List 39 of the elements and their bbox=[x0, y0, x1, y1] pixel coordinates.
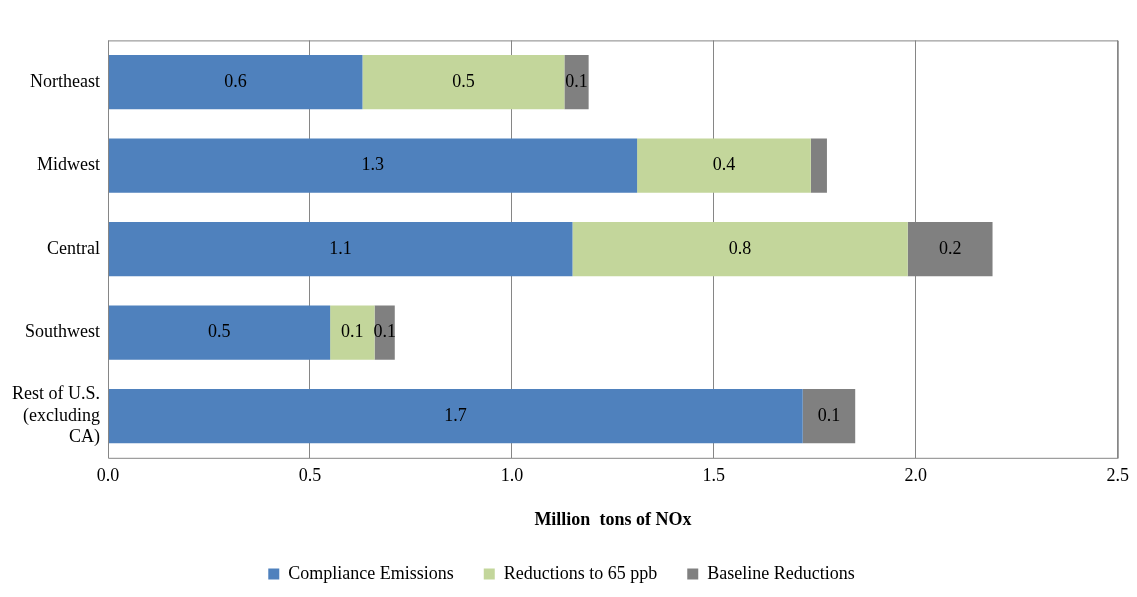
y-tick-label: Rest of U.S. (excluding CA) bbox=[11, 383, 101, 448]
bar bbox=[330, 305, 375, 360]
bar bbox=[108, 55, 363, 110]
legend-label: Reductions to 65 ppb bbox=[503, 562, 658, 583]
data-label: 0.4 bbox=[712, 154, 736, 175]
bar bbox=[362, 55, 565, 110]
x-tick-label: 0.5 bbox=[298, 465, 322, 486]
legend-label: Compliance Emissions bbox=[288, 562, 454, 583]
x-tick-label: 2.5 bbox=[1106, 465, 1129, 486]
data-label: 0.5 bbox=[452, 70, 475, 91]
x-axis-title: Million tons of NOx bbox=[534, 508, 692, 529]
data-label: 0.6 bbox=[224, 70, 247, 91]
x-tick-label: 0.0 bbox=[96, 465, 120, 486]
x-tick-label: 2.0 bbox=[904, 465, 928, 486]
y-tick-label: Midwest bbox=[37, 154, 100, 175]
data-label: 0.1 bbox=[341, 321, 364, 342]
x-tick-label: 1.5 bbox=[702, 465, 726, 486]
data-label: 0.2 bbox=[938, 237, 962, 258]
data-label: 0.1 bbox=[817, 404, 841, 425]
bar bbox=[637, 138, 811, 193]
y-tick-label: Central bbox=[47, 237, 100, 258]
data-label: 1.7 bbox=[444, 404, 467, 425]
y-tick-label: Southwest bbox=[24, 321, 100, 342]
data-label: 1.1 bbox=[329, 237, 352, 258]
data-label: 0.5 bbox=[208, 321, 231, 342]
bar bbox=[572, 221, 908, 277]
bar bbox=[802, 388, 856, 444]
data-label: 1.3 bbox=[361, 154, 385, 175]
y-tick-label: Northeast bbox=[30, 70, 100, 91]
bar bbox=[108, 305, 331, 360]
legend-label: Baseline Reductions bbox=[707, 562, 855, 583]
bar bbox=[810, 138, 827, 193]
bar bbox=[108, 138, 638, 193]
data-label: 0.8 bbox=[728, 237, 752, 258]
bar bbox=[108, 388, 803, 444]
bar bbox=[564, 55, 589, 110]
bar bbox=[108, 221, 573, 277]
x-tick-label: 1.0 bbox=[500, 465, 524, 486]
data-label: 0.1 bbox=[565, 70, 588, 91]
